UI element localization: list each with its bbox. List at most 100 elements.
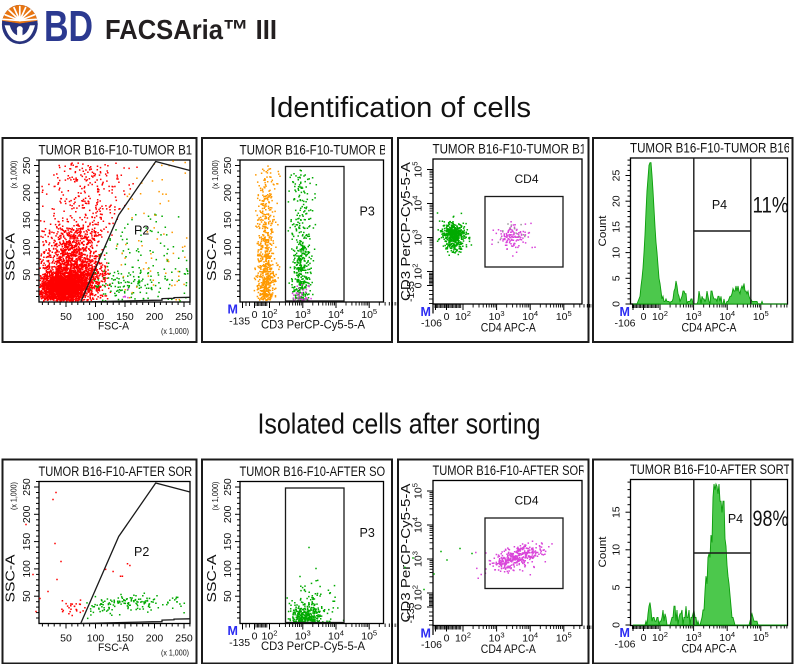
svg-text:CD4: CD4 [514,494,538,508]
svg-text:Count: Count [597,216,609,247]
svg-text:250: 250 [21,478,33,496]
svg-text:0: 0 [611,301,623,307]
svg-text:CD4 APC-A: CD4 APC-A [682,321,738,335]
svg-text:250: 250 [175,311,193,323]
svg-text:CD3 PerCP-Cy5-5-A: CD3 PerCP-Cy5-5-A [399,483,413,623]
svg-text:(x 1,000): (x 1,000) [210,160,220,189]
svg-text:-135: -135 [229,316,250,328]
svg-text:Count: Count [597,537,609,568]
svg-text:0: 0 [611,622,623,628]
svg-text:150: 150 [21,533,33,551]
svg-text:P4: P4 [712,198,727,212]
svg-text:150: 150 [222,533,234,551]
svg-text:100: 100 [87,311,105,323]
svg-text:TUMOR B16-F10-AFTER SORTING: TUMOR B16-F10-AFTER SORTING [630,462,800,477]
svg-text:CD3 PerCP-Cy5-5-A: CD3 PerCP-Cy5-5-A [399,161,413,301]
svg-text:200: 200 [146,311,164,323]
svg-text:(x 1,000): (x 1,000) [210,481,220,510]
svg-text:P2: P2 [134,224,149,238]
svg-text:P4: P4 [728,512,743,526]
svg-text:25: 25 [611,170,623,182]
svg-text:0: 0 [641,311,647,323]
svg-text:Identification of cells: Identification of cells [269,92,531,124]
svg-text:CD4 APC-A: CD4 APC-A [481,642,537,656]
svg-text:BD: BD [44,2,93,51]
svg-text:150: 150 [21,211,33,229]
svg-text:P3: P3 [360,526,375,540]
svg-text:100: 100 [222,560,234,578]
svg-text:TUMOR B16-F10-AFTER SORTING: TUMOR B16-F10-AFTER SORTING [433,463,613,478]
svg-text:0: 0 [252,631,258,643]
svg-text:-135: -135 [405,281,417,302]
svg-text:5: 5 [611,275,623,281]
svg-text:SSC-A: SSC-A [3,233,18,281]
svg-text:(x 1,000): (x 1,000) [161,326,189,336]
svg-text:-106: -106 [614,318,635,330]
svg-text:200: 200 [146,633,164,645]
svg-text:CD4 APC-A: CD4 APC-A [682,642,738,656]
svg-text:150: 150 [222,211,234,229]
svg-text:-106: -106 [614,639,635,651]
svg-text:200: 200 [222,184,234,202]
svg-text:M: M [620,305,630,319]
svg-text:0: 0 [413,604,425,610]
svg-text:200: 200 [21,184,33,202]
svg-text:250: 250 [175,633,193,645]
svg-text:11%: 11% [753,193,789,218]
svg-text:-106: -106 [421,639,442,651]
svg-text:250: 250 [222,478,234,496]
svg-text:0: 0 [641,632,647,644]
svg-text:100: 100 [222,238,234,256]
svg-text:150: 150 [116,633,134,645]
svg-text:FACSAria™ III: FACSAria™ III [105,14,277,45]
svg-text:M: M [421,305,431,319]
svg-text:50: 50 [222,590,234,602]
svg-text:250: 250 [21,157,33,175]
svg-text:50: 50 [222,269,234,281]
svg-text:15: 15 [611,221,623,233]
svg-text:10: 10 [611,247,623,259]
svg-text:0: 0 [413,282,425,288]
svg-text:SSC-A: SSC-A [204,554,219,602]
svg-text:100: 100 [87,633,105,645]
svg-text:0: 0 [444,633,450,645]
svg-text:15: 15 [611,506,623,518]
svg-text:50: 50 [60,311,72,323]
svg-text:TUMOR B16-F10-TUMOR B16-F10: TUMOR B16-F10-TUMOR B16-F10 [433,142,617,157]
svg-text:98%: 98% [753,506,789,531]
svg-text:0: 0 [252,309,258,321]
svg-text:20: 20 [611,195,623,207]
svg-text:TUMOR B16-F10-AFTER SORTING: TUMOR B16-F10-AFTER SORTING [240,464,420,479]
svg-text:TUMOR B16-F10-TUMOR B16-F10: TUMOR B16-F10-TUMOR B16-F10 [39,143,223,158]
svg-text:50: 50 [21,590,33,602]
svg-text:5: 5 [611,584,623,590]
svg-text:-135: -135 [405,602,417,623]
svg-text:TUMOR B16-F10-TUMOR B16-F10: TUMOR B16-F10-TUMOR B16-F10 [630,141,800,156]
svg-text:P3: P3 [360,205,375,219]
svg-text:FSC-A: FSC-A [98,321,130,333]
svg-text:10: 10 [611,544,623,556]
svg-text:150: 150 [116,311,134,323]
svg-text:SSC-A: SSC-A [204,233,219,281]
svg-text:200: 200 [21,505,33,523]
svg-text:0: 0 [444,311,450,323]
svg-text:-135: -135 [229,637,250,649]
svg-text:SSC-A: SSC-A [3,554,18,602]
svg-text:100: 100 [21,560,33,578]
svg-text:P2: P2 [134,545,149,559]
svg-text:100: 100 [21,238,33,256]
svg-text:TUMOR B16-F10-TUMOR B16-F10: TUMOR B16-F10-TUMOR B16-F10 [240,143,424,158]
svg-text:250: 250 [222,157,234,175]
svg-text:CD4: CD4 [514,172,538,186]
svg-text:-106: -106 [421,318,442,330]
svg-text:200: 200 [222,505,234,523]
svg-text:(x 1,000): (x 1,000) [161,648,189,658]
svg-text:CD4 APC-A: CD4 APC-A [481,321,537,335]
svg-text:FSC-A: FSC-A [98,642,130,654]
svg-text:M: M [620,626,630,640]
svg-text:M: M [421,627,431,641]
svg-text:Isolated cells after sorting: Isolated cells after sorting [258,409,541,441]
svg-text:(x 1,000): (x 1,000) [9,482,19,510]
svg-text:50: 50 [21,269,33,281]
svg-text:(x 1,000): (x 1,000) [9,160,19,188]
